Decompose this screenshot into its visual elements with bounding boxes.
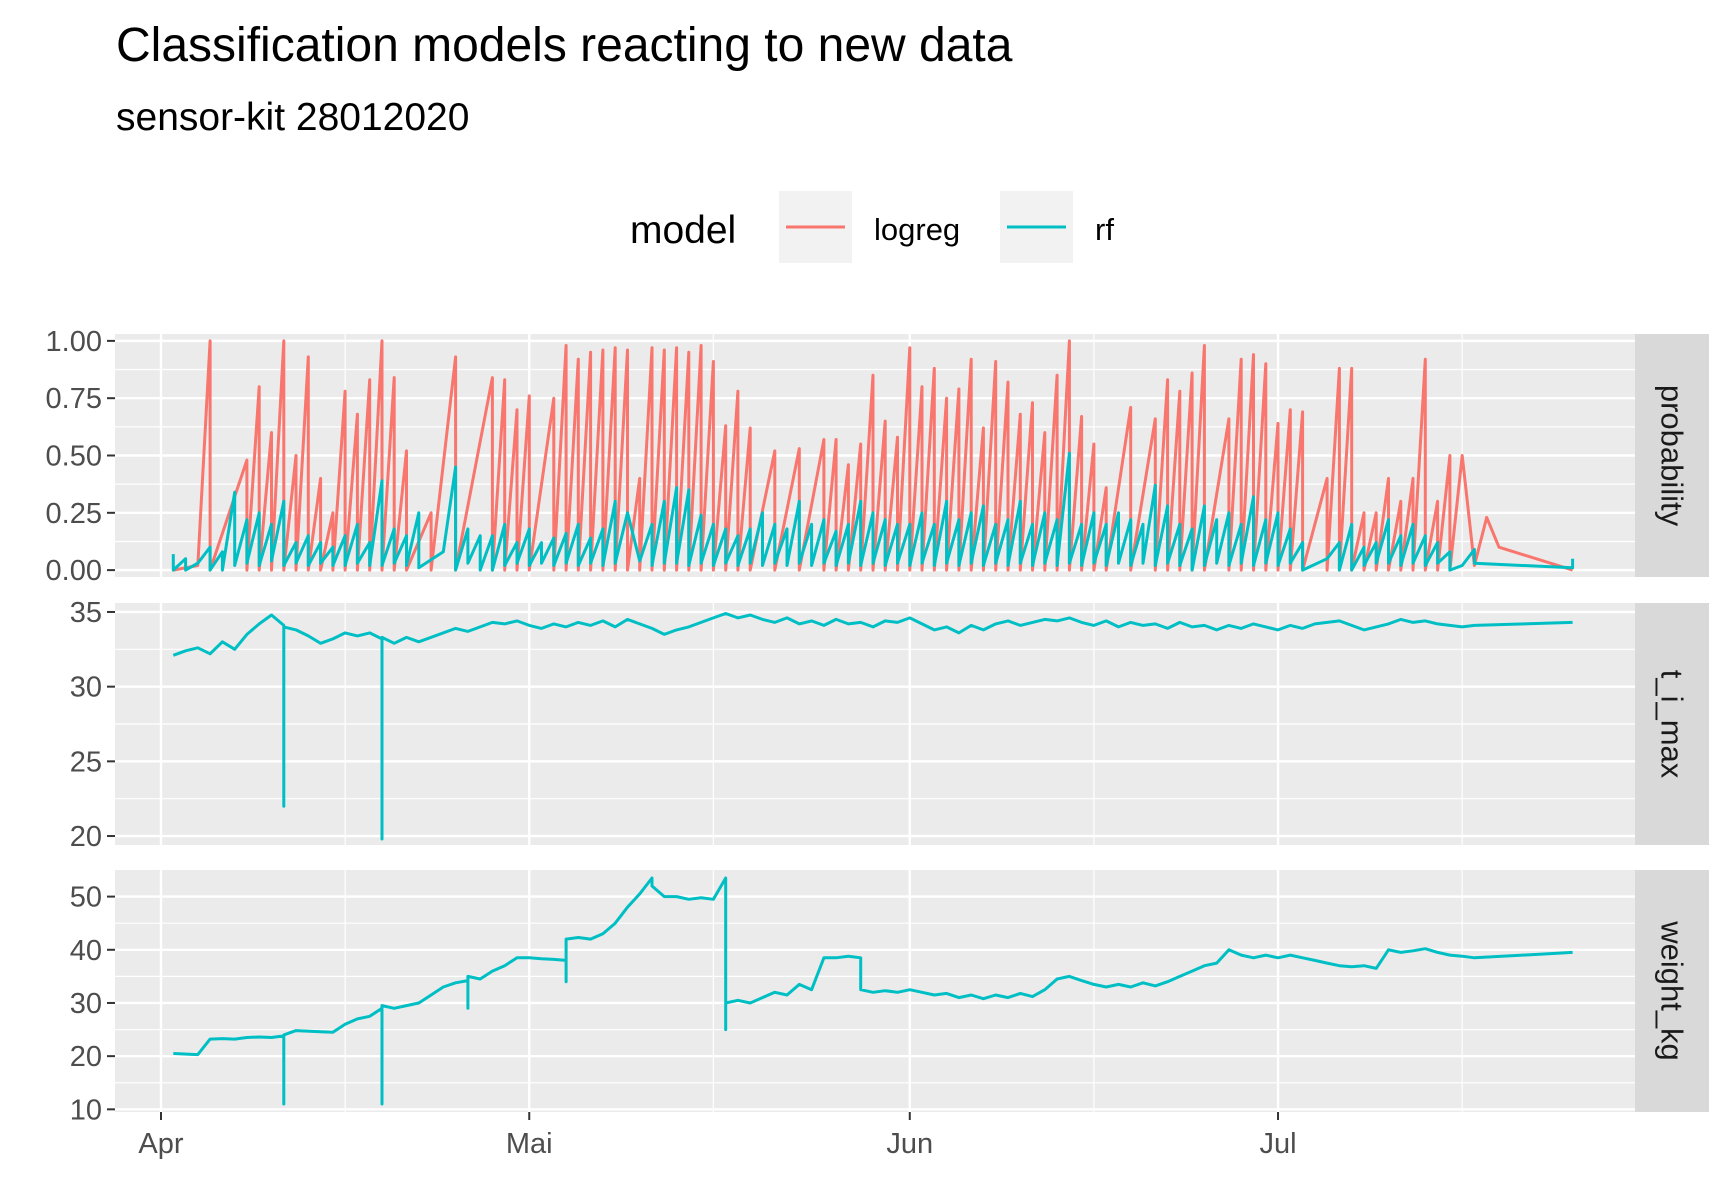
series-line-rf-t_i_max	[172, 612, 1573, 841]
facet-strip-label: weight_kg	[1655, 920, 1690, 1061]
x-tick-label: Jul	[1259, 1128, 1296, 1160]
y-tick-label: 0.75	[46, 383, 102, 415]
facet-strip	[1635, 334, 1709, 577]
facet-panel-weight_kg: 10 20 30 40 50 weight_kg	[70, 870, 1709, 1126]
y-tick-label: 0.00	[46, 555, 102, 587]
facet-panel-t_i_max: 20 25 30 35 t_i_max	[70, 597, 1709, 853]
series-line-logreg-probability	[173, 339, 1574, 572]
facet-strip-label: t_i_max	[1655, 670, 1690, 779]
y-tick-label: 1.00	[46, 326, 102, 358]
legend-label-logreg: logreg	[874, 212, 960, 247]
series-line-rf-weight_kg	[173, 876, 1573, 1106]
y-tick-label: 50	[70, 882, 102, 914]
legend-label-rf: rf	[1095, 212, 1114, 247]
facet-strip	[1635, 603, 1709, 845]
x-tick-label: Mai	[506, 1128, 553, 1160]
x-tick-label: Apr	[138, 1128, 183, 1160]
y-tick-label: 10	[70, 1094, 102, 1126]
legend-title: model	[630, 209, 736, 252]
y-tick-label: 20	[70, 1041, 102, 1073]
y-tick-label: 30	[70, 988, 102, 1020]
series-line-rf-probability	[171, 451, 1575, 572]
y-tick-label: 0.50	[46, 441, 102, 473]
facet-strip	[1635, 870, 1709, 1112]
chart-subtitle: sensor-kit 28012020	[116, 96, 470, 139]
y-tick-label: 20	[70, 821, 102, 853]
chart-title: Classification models reacting to new da…	[116, 19, 1013, 72]
y-tick-label: 30	[70, 672, 102, 704]
legend: model logreg rf	[630, 191, 1114, 263]
facet-panel-probability: 0.00 0.25 0.50 0.75 1.00 probability	[46, 326, 1709, 587]
y-tick-label: 35	[70, 597, 102, 629]
x-tick-label: Jun	[886, 1128, 933, 1160]
facet-strip-label: probability	[1655, 385, 1690, 527]
y-tick-label: 0.25	[46, 498, 102, 530]
y-tick-label: 25	[70, 746, 102, 778]
y-tick-label: 40	[70, 935, 102, 967]
